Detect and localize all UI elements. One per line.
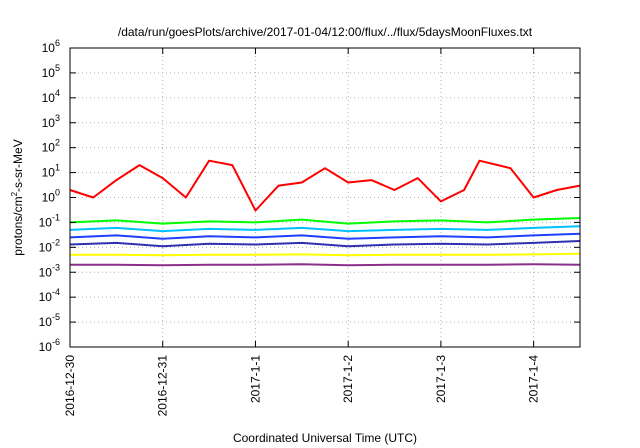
y-tick-label: 10-3: [39, 262, 60, 279]
y-axis-label: protons/cm2-s-sr-MeV: [10, 139, 25, 255]
y-tick-label-exp: -4: [52, 287, 60, 297]
series-line-3: [69, 225, 581, 233]
y-tick-label-base: 10: [42, 141, 56, 155]
y-tick-label: 103: [42, 113, 60, 130]
x-tick-label: 2017-1-2: [341, 355, 355, 403]
y-axis-label-rest: -s-sr-MeV: [11, 139, 25, 192]
series-line-5: [69, 240, 581, 248]
x-axis-ticks: 2016-12-30 2016-12-31 2017-1-1 2017-1-2 2017…: [63, 48, 541, 416]
x-axis-label: Coordinated Universal Time (UTC): [233, 431, 417, 445]
y-tick-label: 105: [42, 63, 60, 80]
y-tick-label-exp: 5: [55, 63, 60, 73]
y-axis-label-main: protons/cm: [11, 196, 25, 255]
y-tick-label: 104: [42, 88, 60, 105]
y-axis-ticks: 10-610-510-410-310-210-11001011021031041…: [39, 38, 580, 354]
y-tick-label: 101: [42, 163, 60, 180]
y-tick-label: 10-4: [39, 287, 60, 304]
y-tick-label-base: 10: [42, 116, 56, 130]
x-tick-label: 2016-12-31: [156, 355, 170, 417]
y-tick-label-base: 10: [39, 265, 53, 279]
series-line-6: [70, 252, 581, 257]
series-line-2: [69, 217, 581, 225]
y-tick-label-exp: -3: [52, 262, 60, 272]
y-tick-label: 106: [42, 38, 60, 55]
y-tick-label-base: 10: [39, 215, 53, 229]
x-tick-label: 2017-1-3: [434, 355, 448, 403]
y-tick-label-base: 10: [42, 166, 56, 180]
y-tick-label-base: 10: [39, 340, 53, 354]
y-tick-label-exp: 1: [55, 163, 60, 173]
x-tick-label: 2016-12-30: [63, 355, 77, 417]
y-tick-label-base: 10: [42, 66, 56, 80]
y-tick-label-base: 10: [42, 191, 56, 205]
y-tick-label-exp: 6: [55, 38, 60, 48]
y-tick-label-exp: 4: [55, 88, 60, 98]
series-line-1: [69, 159, 581, 212]
chart-title: /data/run/goesPlots/archive/2017-01-04/1…: [118, 25, 533, 39]
y-tick-label: 10-2: [39, 237, 60, 254]
y-tick-label-base: 10: [39, 240, 53, 254]
series-line-4: [69, 232, 581, 240]
y-tick-label-exp: 3: [55, 113, 60, 123]
y-tick-label-exp: -6: [52, 337, 60, 347]
y-tick-label-exp: -1: [52, 212, 60, 222]
y-tick-label: 10-6: [39, 337, 60, 354]
y-tick-label: 102: [42, 138, 60, 155]
y-tick-label-exp: 2: [55, 138, 60, 148]
y-tick-label-base: 10: [39, 315, 53, 329]
y-tick-label-exp: -5: [52, 312, 60, 322]
y-axis-label-sup: 2: [10, 191, 19, 196]
y-tick-label: 10-5: [39, 312, 60, 329]
series-line-7: [70, 263, 581, 267]
grid-lines: [70, 48, 580, 347]
y-tick-label-base: 10: [42, 41, 56, 55]
y-tick-label: 100: [42, 188, 60, 205]
y-tick-label: 10-1: [39, 212, 60, 229]
data-series: [69, 159, 581, 267]
y-tick-label-exp: -2: [52, 237, 60, 247]
x-tick-label: 2017-1-4: [527, 355, 541, 403]
y-tick-label-base: 10: [39, 290, 53, 304]
y-tick-label-exp: 0: [55, 188, 60, 198]
x-tick-label: 2017-1-1: [248, 355, 262, 403]
y-tick-label-base: 10: [42, 91, 56, 105]
